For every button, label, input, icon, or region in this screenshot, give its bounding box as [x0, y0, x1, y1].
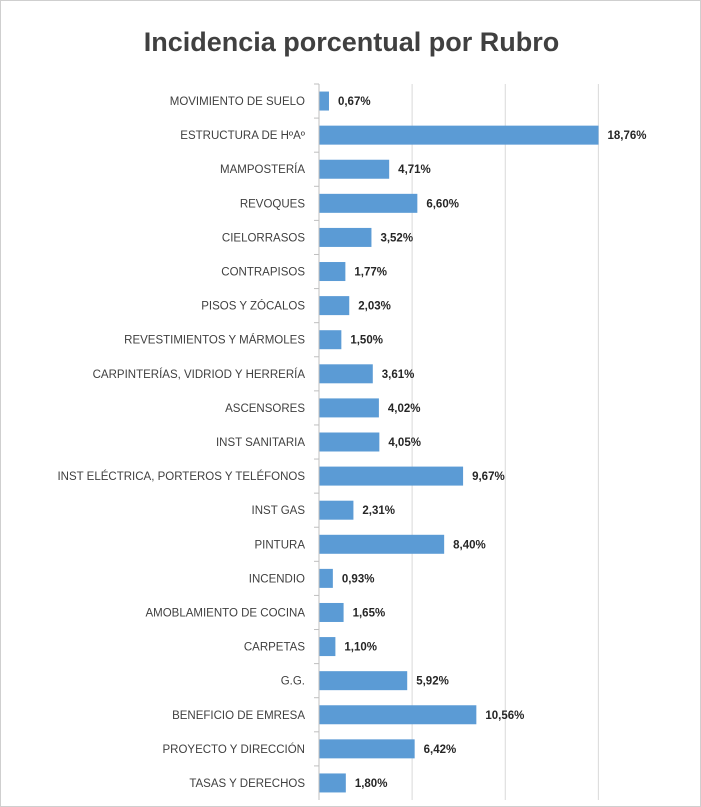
- data-label: 6,60%: [426, 198, 459, 210]
- data-label: 9,67%: [472, 471, 505, 483]
- bar: [319, 227, 372, 247]
- bar: [319, 705, 477, 725]
- bar: [319, 91, 329, 111]
- bar: [319, 193, 418, 213]
- data-label: 10,56%: [485, 710, 524, 722]
- category-label: CARPINTERÍAS, VIDRIOD Y HERRERÍA: [93, 368, 306, 381]
- bar: [319, 398, 379, 418]
- category-label: ASCENSORES: [225, 403, 305, 415]
- category-label: PINTURA: [255, 539, 306, 551]
- bar: [319, 602, 344, 622]
- category-label: CONTRAPISOS: [221, 267, 305, 279]
- data-label: 6,42%: [424, 744, 457, 756]
- bar: [319, 125, 599, 145]
- category-label: PISOS Y ZÓCALOS: [201, 300, 305, 313]
- bar: [319, 466, 464, 486]
- category-label: PROYECTO Y DIRECCIÓN: [162, 743, 305, 756]
- bar: [319, 432, 380, 452]
- chart-title: Incidencia porcentual por Rubro: [143, 27, 560, 57]
- category-label: CIELORRASOS: [222, 232, 305, 244]
- data-label: 4,05%: [388, 437, 421, 449]
- data-label: 18,76%: [608, 130, 647, 142]
- category-label: CARPETAS: [244, 642, 305, 654]
- bar: [319, 739, 415, 759]
- bar: [319, 262, 346, 282]
- data-label: 2,31%: [362, 505, 395, 517]
- data-label: 0,67%: [338, 96, 371, 108]
- bar: [319, 773, 346, 793]
- category-label: TASAS Y DERECHOS: [189, 778, 305, 790]
- data-label: 3,52%: [380, 232, 413, 244]
- category-label: ESTRUCTURA DE HºAº: [180, 130, 305, 142]
- data-label: 1,50%: [350, 335, 383, 347]
- data-label: 4,02%: [388, 403, 421, 415]
- bar: [319, 296, 350, 316]
- bar: [319, 568, 333, 588]
- category-label: MOVIMIENTO DE SUELO: [170, 96, 305, 108]
- data-label: 1,65%: [353, 607, 386, 619]
- category-label: MAMPOSTERÍA: [220, 163, 305, 176]
- bar: [319, 671, 408, 691]
- bar: [319, 330, 342, 350]
- data-label: 1,10%: [344, 642, 377, 654]
- category-label: INST SANITARIA: [216, 437, 305, 449]
- data-label: 1,80%: [355, 778, 388, 790]
- data-label: 4,71%: [398, 164, 431, 176]
- bar: [319, 500, 354, 520]
- category-label: BENEFICIO DE EMRESA: [172, 710, 305, 722]
- data-label: 2,03%: [358, 301, 391, 313]
- category-label: AMOBLAMIENTO DE COCINA: [145, 607, 305, 619]
- bar: [319, 364, 373, 384]
- category-label: INST GAS: [252, 505, 306, 517]
- bar: [319, 534, 445, 554]
- category-label: INCENDIO: [249, 573, 305, 585]
- category-label: INST ELÉCTRICA, PORTEROS Y TELÉFONOS: [57, 470, 305, 483]
- bar: [319, 637, 336, 657]
- bar: [319, 159, 390, 179]
- data-label: 3,61%: [382, 369, 415, 381]
- data-label: 0,93%: [342, 573, 375, 585]
- category-label: REVOQUES: [240, 198, 306, 210]
- data-label: 1,77%: [354, 267, 387, 279]
- category-label: REVESTIMIENTOS Y MÁRMOLES: [124, 334, 305, 347]
- category-label: G.G.: [281, 676, 305, 688]
- data-label: 8,40%: [453, 539, 486, 551]
- data-label: 5,92%: [416, 676, 449, 688]
